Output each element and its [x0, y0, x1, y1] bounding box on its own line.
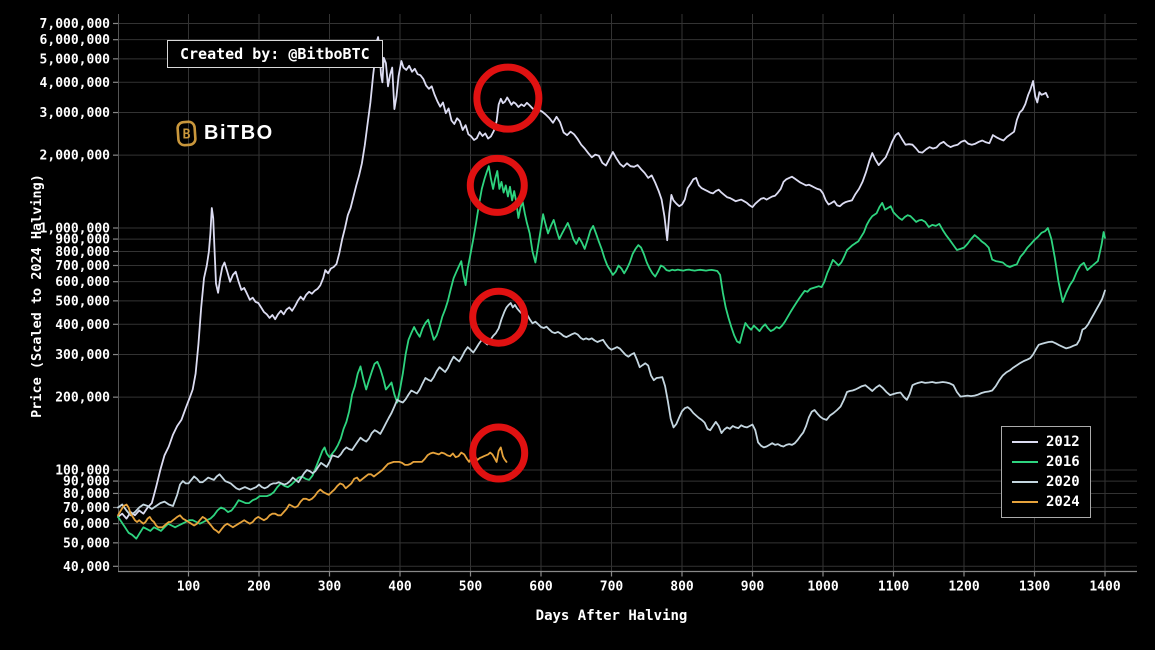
chart-legend: 2012 2016 2020 2024 [1001, 426, 1091, 518]
y-tick-label: 5,000,000 [40, 52, 111, 67]
y-axis-title: Price (Scaled to 2024 Halving) [29, 174, 45, 418]
series-line-2016 [117, 165, 1106, 540]
y-tick-label: 100,000 [55, 464, 110, 479]
x-tick-label: 1400 [1089, 580, 1120, 595]
legend-label: 2012 [1046, 434, 1080, 450]
x-tick-label: 1300 [1019, 580, 1050, 595]
bitbo-logo: B BiTBO [176, 120, 274, 147]
legend-swatch [1012, 461, 1038, 463]
y-tick-label: 300,000 [55, 348, 110, 363]
y-tick-label: 80,000 [63, 487, 110, 502]
highlight-circle [466, 154, 528, 216]
legend-item-2012: 2012 [1012, 434, 1080, 450]
y-tick-label: 4,000,000 [40, 76, 111, 91]
y-tick-label: 40,000 [63, 560, 110, 575]
x-tick-label: 200 [247, 580, 271, 595]
x-tick-label: 700 [600, 580, 624, 595]
y-tick-label: 90,000 [63, 475, 110, 490]
legend-swatch [1012, 481, 1038, 483]
legend-item-2024: 2024 [1012, 494, 1080, 510]
y-tick-label: 6,000,000 [40, 33, 111, 48]
series-line-2020 [117, 289, 1106, 517]
x-tick-label: 1100 [878, 580, 909, 595]
y-tick-label: 500,000 [55, 294, 110, 309]
legend-label: 2024 [1046, 494, 1080, 510]
y-tick-label: 1,000,000 [40, 222, 111, 237]
bitbo-logo-icon: B [176, 120, 197, 147]
x-tick-label: 900 [741, 580, 765, 595]
legend-item-2016: 2016 [1012, 454, 1080, 470]
x-tick-label: 400 [388, 580, 412, 595]
x-axis-title: Days After Halving [535, 608, 688, 624]
x-tick-label: 100 [177, 580, 201, 595]
y-tick-label: 70,000 [63, 501, 110, 516]
y-tick-label: 50,000 [63, 536, 110, 551]
x-tick-label: 1000 [807, 580, 838, 595]
legend-label: 2016 [1046, 454, 1080, 470]
x-tick-label: 800 [670, 580, 694, 595]
x-tick-label: 300 [318, 580, 342, 595]
highlight-circle [469, 287, 529, 347]
x-tick-label: 500 [459, 580, 483, 595]
highlight-circle [469, 423, 529, 483]
series-line-2012 [117, 36, 1049, 520]
y-tick-label: 60,000 [63, 517, 110, 532]
created-by-watermark: Created by: @BitboBTC [167, 40, 383, 68]
y-tick-label: 800,000 [55, 245, 110, 260]
y-tick-label: 7,000,000 [40, 17, 111, 32]
y-tick-label: 400,000 [55, 318, 110, 333]
series-line-2024 [117, 446, 508, 534]
y-tick-label: 600,000 [55, 275, 110, 290]
y-tick-label: 200,000 [55, 391, 110, 406]
x-tick-label: 1200 [948, 580, 979, 595]
y-tick-label: 900,000 [55, 233, 110, 248]
y-tick-label: 700,000 [55, 259, 110, 274]
legend-swatch [1012, 501, 1038, 503]
y-tick-label: 2,000,000 [40, 149, 111, 164]
bitbo-logo-symbol: B [183, 128, 191, 143]
legend-item-2020: 2020 [1012, 474, 1080, 490]
legend-label: 2020 [1046, 474, 1080, 490]
x-tick-label: 600 [529, 580, 553, 595]
y-tick-label: 3,000,000 [40, 106, 111, 121]
legend-swatch [1012, 441, 1038, 443]
bitbo-logo-text: BiTBO [204, 122, 274, 144]
highlight-circle [473, 63, 543, 133]
